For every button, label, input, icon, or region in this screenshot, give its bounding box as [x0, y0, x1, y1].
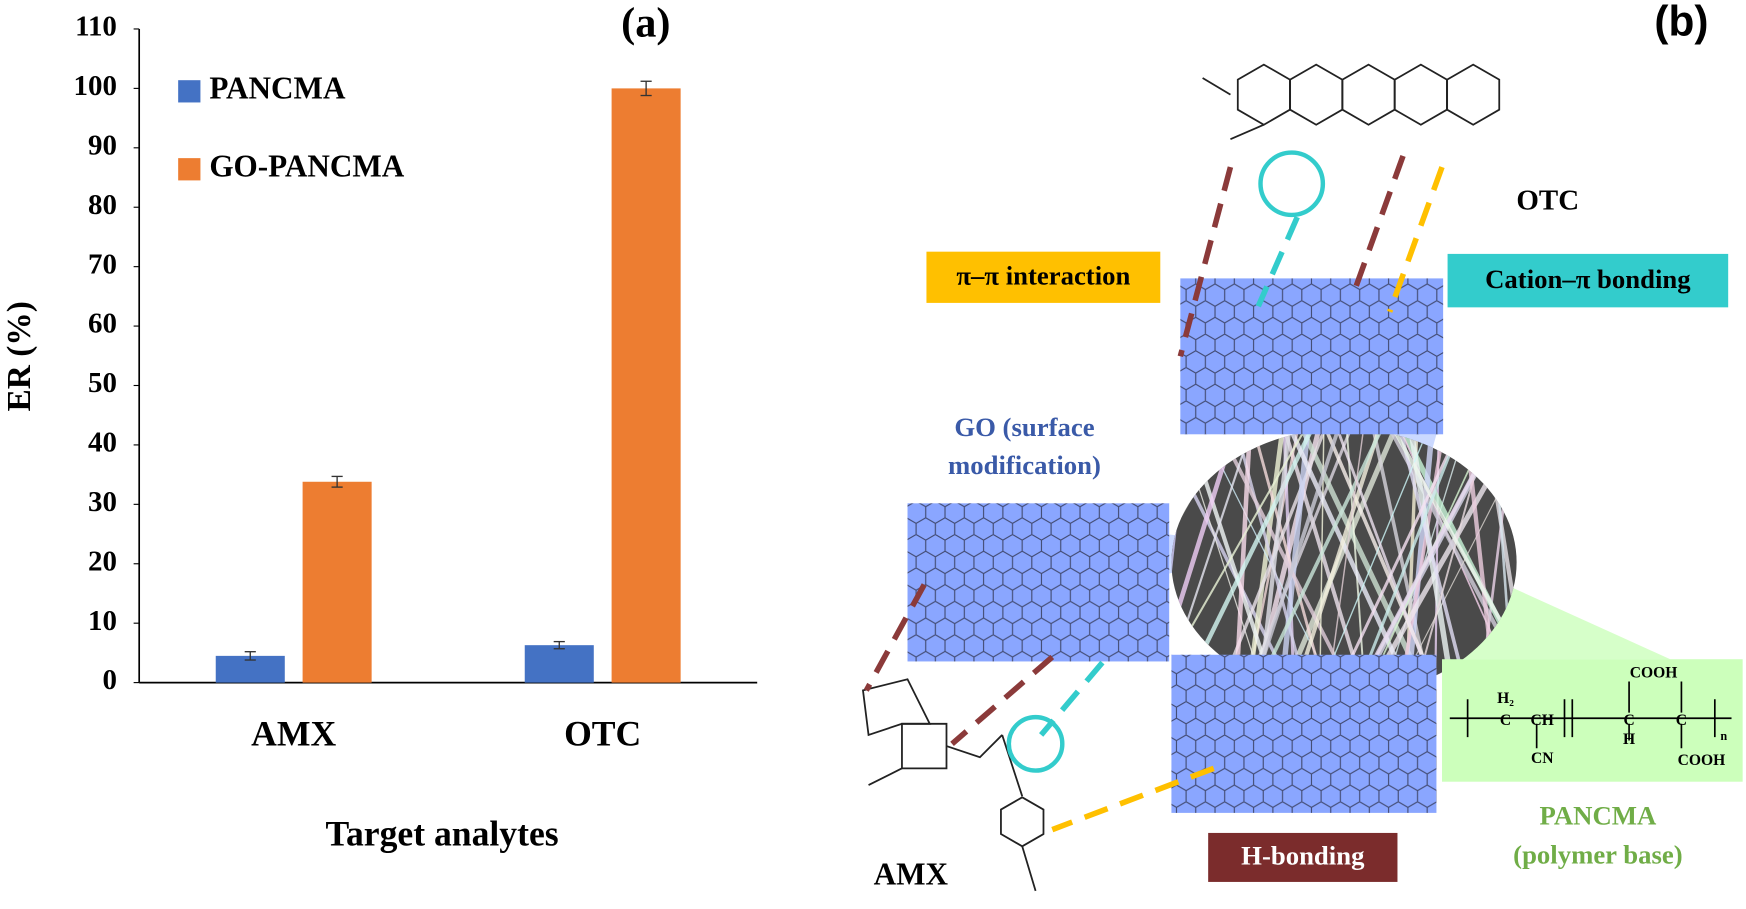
- y-tick-label: 0: [102, 664, 116, 696]
- go-sheet: [907, 278, 1444, 813]
- polymer-atom: n: [1720, 729, 1727, 743]
- molecule-ring: [1289, 63, 1344, 126]
- polymer-atom: C: [1500, 712, 1511, 729]
- polymer-atom: COOH: [1678, 752, 1726, 769]
- y-tick-label: 60: [88, 308, 117, 340]
- legend-label: PANCMA: [209, 70, 346, 105]
- y-tick-label: 20: [88, 545, 117, 577]
- y-tick-label: 40: [88, 427, 117, 459]
- y-tick-label: 90: [88, 129, 117, 161]
- pancma-label: PANCMA: [1540, 801, 1657, 831]
- legend-swatch: [178, 80, 201, 103]
- polymer-box: [1442, 659, 1743, 782]
- fiber: [1171, 428, 1239, 696]
- bar: [524, 645, 594, 683]
- y-tick-label: 50: [88, 367, 117, 399]
- fiber: [1396, 428, 1471, 696]
- polymer-atom: COOH: [1630, 664, 1678, 681]
- polymer-atom: CN: [1531, 750, 1554, 767]
- label-box: [1447, 253, 1729, 308]
- y-tick-label: 70: [88, 248, 117, 280]
- y-tick-label: 30: [88, 486, 117, 518]
- error-bar: [553, 640, 565, 650]
- y-axis-label: ER (%): [1, 301, 38, 411]
- fiber: [1388, 428, 1517, 696]
- y-tick-label: 100: [74, 70, 117, 102]
- legend-swatch: [178, 158, 201, 181]
- polymer-atom: H₂: [1497, 690, 1514, 707]
- highlight: [1006, 714, 1065, 773]
- molecule-ring: [1446, 63, 1501, 126]
- polymer-atom: C: [1623, 712, 1634, 729]
- molecule-ring: [1393, 63, 1448, 126]
- x-tick-label: OTC: [564, 713, 641, 753]
- otc-label: OTC: [1516, 184, 1579, 216]
- pancma-label: (polymer base): [1513, 840, 1682, 870]
- error-bar: [331, 475, 343, 488]
- x-tick-label: AMX: [251, 713, 336, 753]
- y-tick-label: 80: [88, 189, 117, 221]
- molecules: [861, 63, 1501, 892]
- chart-title: (a): [621, 0, 670, 46]
- chart-marks: 0 10 20 30 40 50 60 70 80 90 100 110 AMX OTC PANCMA GO-…: [74, 11, 681, 753]
- cation-pi-label: Cation–π bonding: [1485, 264, 1691, 294]
- bar: [302, 481, 372, 683]
- x-axis-label: Target analytes: [325, 814, 558, 854]
- label-box: [1208, 832, 1398, 882]
- molecule-ring: [1000, 796, 1045, 848]
- panel-label: (b): [1654, 0, 1708, 45]
- polymer-bonds: [1449, 681, 1732, 749]
- molecule-ring: [1341, 63, 1396, 126]
- highlight: [1258, 150, 1326, 218]
- molecule-ring: [861, 678, 932, 737]
- polymer-atom: C: [1676, 712, 1687, 729]
- molecule-ring: [901, 722, 948, 770]
- connector: [1458, 573, 1671, 660]
- pi-pi-label: π–π interaction: [956, 261, 1130, 291]
- y-tick-label: 10: [88, 605, 117, 637]
- y-tick-label: 110: [75, 11, 117, 43]
- amx-label: AMX: [874, 857, 949, 892]
- legend-label: GO-PANCMA: [209, 148, 404, 183]
- molecule-bond: [868, 77, 1265, 892]
- h-bonding-label: H-bonding: [1241, 841, 1365, 871]
- molecule-ring: [1236, 63, 1291, 126]
- polymer-atom: H: [1623, 731, 1635, 748]
- error-bar: [244, 651, 256, 661]
- bar: [611, 88, 681, 683]
- go-label: modification): [948, 450, 1101, 480]
- label-box: [926, 251, 1161, 303]
- go-label: GO (surface: [954, 412, 1094, 442]
- polymer-atom: CH: [1531, 712, 1554, 729]
- error-bar: [640, 80, 652, 97]
